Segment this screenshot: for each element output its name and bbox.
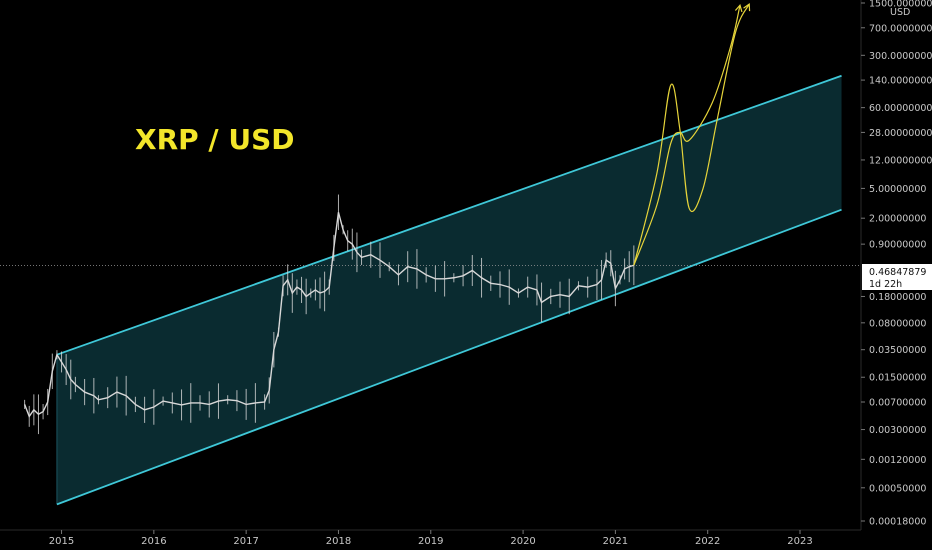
time-tick-label: 2019 — [418, 536, 443, 547]
price-tick-label: 2.00000000 — [869, 214, 926, 225]
price-tick-label: 0.00018000 — [869, 517, 926, 528]
current-price-tag-bg — [862, 264, 932, 290]
channel-lower-line[interactable] — [56, 208, 842, 506]
price-tick-label: 0.03500000 — [869, 345, 926, 356]
projection-path-1[interactable] — [633, 3, 750, 266]
current-price-tag: 0.46847879 1d 22h — [862, 264, 932, 290]
time-tick-label: 2021 — [603, 536, 628, 547]
time-tick-label: 2022 — [695, 536, 720, 547]
chart-title: XRP / USD — [135, 123, 295, 156]
time-tick-label: 2018 — [326, 536, 351, 547]
price-tick-label: 1500.00000000 — [869, 0, 932, 10]
price-tick-label: 28.00000000 — [869, 128, 932, 139]
time-tick-label: 2016 — [141, 536, 166, 547]
channel-upper-line[interactable] — [56, 74, 842, 356]
projection-arrowhead-2 — [734, 4, 743, 13]
price-tick-label: 300.00000000 — [869, 51, 932, 62]
price-axis-unit: USD — [890, 7, 910, 18]
price-tick-label: 5.00000000 — [869, 184, 926, 195]
current-price-countdown: 1d 22h — [869, 279, 902, 290]
projection-path-2[interactable] — [633, 5, 741, 266]
channel-fill — [56, 75, 842, 505]
time-tick-label: 2017 — [233, 536, 258, 547]
time-axis[interactable]: 2015 2016 2017 2018 2019 2020 2021 2022 2023 — [0, 529, 861, 547]
price-axis[interactable]: 1500.00000000 700.00000000 300.00000000 140… — [860, 0, 932, 530]
time-tick-label: 2023 — [787, 536, 812, 547]
price-tick-label: 0.00700000 — [869, 398, 926, 409]
price-tick-label: 0.08000000 — [869, 318, 926, 329]
price-tick-label: 12.00000000 — [869, 155, 932, 166]
price-tick-label: 0.00300000 — [869, 425, 926, 436]
projection-arrowhead-1 — [743, 2, 751, 12]
price-tick-label: 140.00000000 — [869, 76, 932, 87]
price-tick-label: 700.00000000 — [869, 23, 932, 34]
price-tick-label: 0.01500000 — [869, 373, 926, 384]
plot-area[interactable] — [0, 2, 860, 506]
time-tick-label: 2020 — [510, 536, 535, 547]
price-tick-label: 0.90000000 — [869, 240, 926, 251]
price-series[interactable] — [23, 212, 635, 418]
time-tick-label: 2015 — [49, 536, 74, 547]
price-tick-label: 0.00120000 — [869, 455, 926, 466]
price-tick-label: 0.00050000 — [869, 483, 926, 494]
price-tick-label: 0.18000000 — [869, 292, 926, 303]
current-price-label: 0.46847879 — [869, 267, 926, 278]
price-tick-label: 60.00000000 — [869, 103, 932, 114]
